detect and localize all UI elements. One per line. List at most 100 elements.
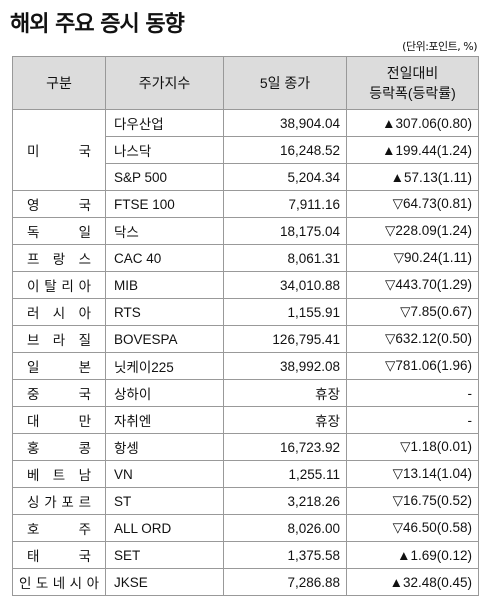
table-row: 인 도 네 시 아 JKSE 7,286.88 ▲32.48(0.45) (12, 568, 479, 596)
change-cell: ▽443.70(1.29) (346, 271, 479, 299)
index-cell: 닥스 (105, 217, 224, 245)
header-close: 5일 종가 (223, 56, 347, 110)
close-cell: 34,010.88 (223, 271, 347, 299)
close-cell: 휴장 (223, 379, 347, 407)
table-row: 대 만 자취엔 휴장 - (12, 406, 479, 434)
table-row: 나스닥 16,248.52 ▲199.44(1.24) (13, 136, 479, 164)
index-cell: 다우산업 (105, 109, 224, 137)
close-cell: 1,255.11 (223, 460, 347, 488)
change-cell: ▽781.06(1.96) (346, 352, 479, 380)
table-row: 싱 가 포 르 ST 3,218.26 ▽16.75(0.52) (12, 487, 479, 515)
index-cell: 상하이 (105, 379, 224, 407)
index-cell: RTS (105, 298, 224, 326)
table-row: 미 국 다우산업 38,904.04 ▲307.06(0.80) (12, 109, 479, 191)
change-cell: ▽1.18(0.01) (346, 433, 479, 461)
header-row: 구분 주가지수 5일 종가 전일대비 등락폭(등락률) (12, 56, 479, 110)
index-cell: MIB (105, 271, 224, 299)
change-cell: ▽64.73(0.81) (346, 190, 479, 218)
change-cell: - (346, 379, 479, 407)
header-change-line2: 등락폭(등락률) (369, 85, 456, 101)
index-cell: 닛케이225 (105, 352, 224, 380)
table-row: 브 라 질 BOVESPA 126,795.41 ▽632.12(0.50) (12, 325, 479, 353)
table-row: S&P 500 5,204.34 ▲57.13(1.11) (13, 163, 479, 191)
close-cell: 7,911.16 (223, 190, 347, 218)
page-title: 해외 주요 증시 동향 (10, 12, 185, 37)
change-cell: ▽7.85(0.67) (346, 298, 479, 326)
close-cell: 16,723.92 (223, 433, 347, 461)
close-cell: 38,992.08 (223, 352, 347, 380)
table-row: 일 본 닛케이225 38,992.08 ▽781.06(1.96) (12, 352, 479, 380)
index-cell: VN (105, 460, 224, 488)
change-cell: ▲199.44(1.24) (346, 136, 479, 164)
close-cell: 126,795.41 (223, 325, 347, 353)
change-cell: ▲307.06(0.80) (346, 109, 479, 137)
index-cell: ALL ORD (105, 514, 224, 542)
index-cell: S&P 500 (105, 163, 224, 191)
close-cell: 3,218.26 (223, 487, 347, 515)
index-cell: 항셍 (105, 433, 224, 461)
close-cell: 8,061.31 (223, 244, 347, 272)
table-row: 호 주 ALL ORD 8,026.00 ▽46.50(0.58) (12, 514, 479, 542)
table-row: 영 국 FTSE 100 7,911.16 ▽64.73(0.81) (12, 190, 479, 218)
header-index: 주가지수 (105, 56, 224, 110)
change-cell: - (346, 406, 479, 434)
index-cell: CAC 40 (105, 244, 224, 272)
table-row: 태 국 SET 1,375.58 ▲1.69(0.12) (12, 541, 479, 569)
index-cell: JKSE (105, 568, 224, 596)
table-row: 베 트 남 VN 1,255.11 ▽13.14(1.04) (12, 460, 479, 488)
close-cell: 1,155.91 (223, 298, 347, 326)
header-change: 전일대비 등락폭(등락률) (346, 56, 479, 110)
change-cell: ▽228.09(1.24) (346, 217, 479, 245)
change-cell: ▽46.50(0.58) (346, 514, 479, 542)
change-cell: ▲1.69(0.12) (346, 541, 479, 569)
change-cell: ▽13.14(1.04) (346, 460, 479, 488)
close-cell: 8,026.00 (223, 514, 347, 542)
close-cell: 휴장 (223, 406, 347, 434)
change-cell: ▽90.24(1.11) (346, 244, 479, 272)
index-cell: SET (105, 541, 224, 569)
header-category: 구분 (12, 56, 106, 110)
unit-note: (단위:포인트, %) (402, 40, 477, 53)
table-row: 프 랑 스 CAC 40 8,061.31 ▽90.24(1.11) (12, 244, 479, 272)
change-cell: ▲57.13(1.11) (346, 163, 479, 191)
table-row: 독 일 닥스 18,175.04 ▽228.09(1.24) (12, 217, 479, 245)
close-cell: 16,248.52 (223, 136, 347, 164)
close-cell: 1,375.58 (223, 541, 347, 569)
market-table: 구분 주가지수 5일 종가 전일대비 등락폭(등락률) 미 국 다우산업 38,904… (12, 56, 479, 596)
index-cell: BOVESPA (105, 325, 224, 353)
index-cell: 나스닥 (105, 136, 224, 164)
change-cell: ▽632.12(0.50) (346, 325, 479, 353)
index-cell: FTSE 100 (105, 190, 224, 218)
table-row: 중 국 상하이 휴장 - (12, 379, 479, 407)
